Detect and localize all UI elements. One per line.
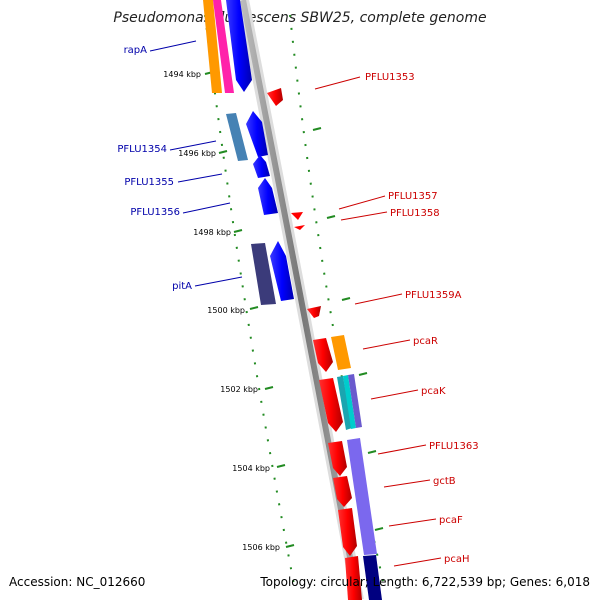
gene-label-PFLU1354[interactable]: PFLU1354 — [117, 144, 167, 155]
gene-feature-PFLU1358[interactable] — [294, 225, 305, 230]
gene-feature-PFLU1354-steel[interactable] — [226, 113, 248, 161]
scale-tick-label: 1498 kbp — [193, 228, 231, 237]
scale-tick-label: 1504 kbp — [232, 464, 270, 473]
gene-feature-pcaK-red[interactable] — [319, 378, 343, 432]
gene-feature-pcaH-red[interactable] — [345, 556, 362, 600]
gene-label-PFLU1355[interactable]: PFLU1355 — [124, 177, 174, 188]
accession-info: Accession: NC_012660 — [9, 575, 146, 589]
gene-feature-rapA[interactable] — [226, 0, 252, 92]
major-scale-ticks — [204, 71, 384, 548]
gene-feature-rapA-orange[interactable] — [203, 0, 222, 93]
gene-feature-pitA-navy[interactable] — [251, 243, 276, 305]
gene-feature-PFLU1363-red[interactable] — [328, 441, 347, 476]
left-gene-labels: rapA PFLU1354 PFLU1355 PFLU1356 pitA — [117, 45, 192, 292]
gene-feature-pitA[interactable] — [270, 241, 294, 301]
gene-label-PFLU1353[interactable]: PFLU1353 — [365, 72, 415, 83]
gene-label-PFLU1359A[interactable]: PFLU1359A — [405, 290, 462, 301]
scale-tick-labels: 1494 kbp 1496 kbp 1498 kbp 1500 kbp 1502… — [163, 70, 280, 552]
gene-label-PFLU1356[interactable]: PFLU1356 — [130, 207, 180, 218]
gene-feature-PFLU1355[interactable] — [253, 155, 270, 178]
scale-tick-label: 1494 kbp — [163, 70, 201, 79]
gene-label-pcaH[interactable]: pcaH — [444, 554, 470, 565]
genome-summary: Topology: circular; Length: 6,722,539 bp… — [260, 575, 590, 589]
gene-label-PFLU1363[interactable]: PFLU1363 — [429, 441, 479, 452]
gene-feature-PFLU1363-slate[interactable] — [347, 438, 377, 555]
gene-feature-PFLU1359A[interactable] — [307, 306, 321, 318]
gene-feature-PFLU1357[interactable] — [291, 212, 303, 220]
gene-feature-pcaK-violet[interactable] — [348, 374, 362, 428]
gene-feature-pcaK-cyan[interactable] — [343, 375, 356, 429]
scale-tick-label: 1506 kbp — [242, 543, 280, 552]
scale-tick-label: 1496 kbp — [178, 149, 216, 158]
gene-feature-pcaR[interactable] — [331, 335, 351, 370]
gene-feature-PFLU1354[interactable] — [246, 111, 268, 157]
right-label-leaders — [314, 76, 442, 567]
gene-feature-PFLU1356[interactable] — [258, 178, 278, 215]
reverse-strand-features — [267, 88, 382, 600]
gene-feature-pcaH[interactable] — [363, 555, 382, 600]
gene-label-gctB[interactable]: gctB — [433, 476, 456, 487]
gene-feature-rapA-magenta[interactable] — [213, 0, 234, 93]
gene-feature-pcaF[interactable] — [338, 508, 357, 556]
gene-feature-gctB[interactable] — [333, 476, 352, 507]
gene-label-PFLU1357[interactable]: PFLU1357 — [388, 191, 438, 202]
forward-strand-features — [203, 0, 294, 305]
gene-label-pcaK[interactable]: pcaK — [421, 386, 446, 397]
gene-label-pitA[interactable]: pitA — [172, 281, 192, 292]
scale-tick-label: 1500 kbp — [207, 306, 245, 315]
gene-label-rapA[interactable]: rapA — [124, 45, 148, 56]
gene-label-PFLU1358[interactable]: PFLU1358 — [390, 208, 440, 219]
left-label-leaders — [149, 40, 243, 287]
gene-label-pcaR[interactable]: pcaR — [413, 336, 438, 347]
gene-feature-PFLU1353[interactable] — [267, 88, 283, 106]
scale-tick-label: 1502 kbp — [220, 385, 258, 394]
right-gene-labels: PFLU1353 PFLU1357 PFLU1358 PFLU1359A pca… — [365, 72, 479, 565]
gene-feature-pcaR-red[interactable] — [313, 338, 333, 372]
gene-label-pcaF[interactable]: pcaF — [439, 515, 463, 526]
gene-feature-pcaK-teal[interactable] — [337, 376, 352, 430]
